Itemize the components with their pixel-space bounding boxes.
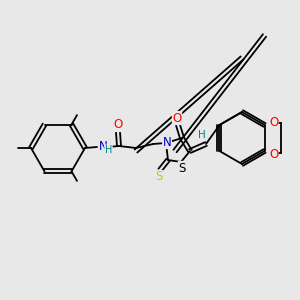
Text: O: O (172, 112, 182, 124)
Text: S: S (155, 170, 163, 184)
Text: N: N (163, 136, 171, 148)
Text: N: N (99, 140, 107, 154)
Text: O: O (269, 116, 278, 128)
Text: S: S (178, 161, 186, 175)
Text: H: H (198, 130, 206, 140)
Text: O: O (113, 118, 123, 131)
Text: O: O (269, 148, 278, 160)
Text: H: H (105, 145, 112, 155)
